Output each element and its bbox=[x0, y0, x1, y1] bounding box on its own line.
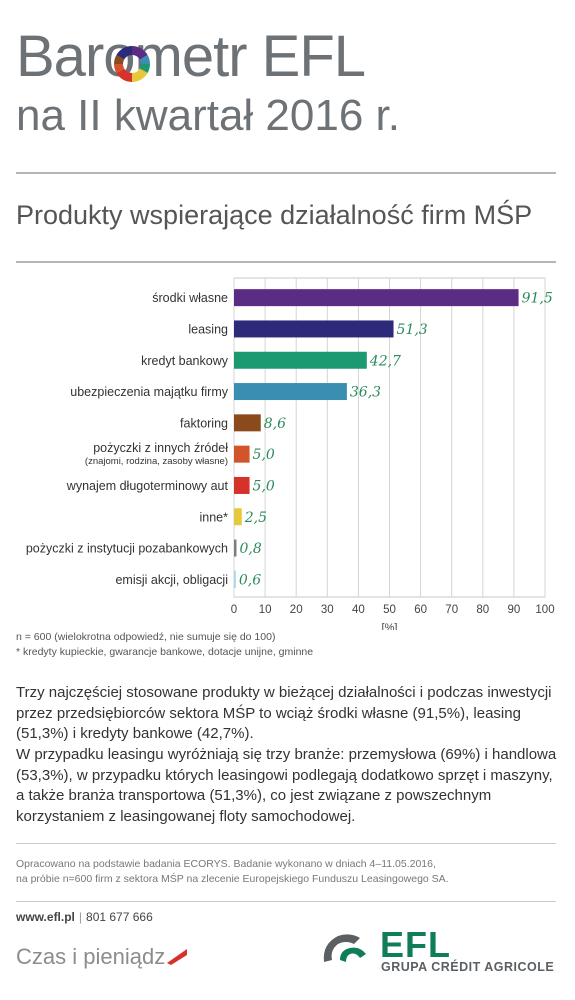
x-tick-label: 60 bbox=[414, 604, 427, 616]
x-tick-label: 20 bbox=[290, 604, 303, 616]
contact-info: www.efl.pl | 801 677 666 bbox=[16, 910, 153, 924]
category-label: kredyt bankowy bbox=[141, 354, 229, 368]
x-tick-label: 10 bbox=[259, 604, 272, 616]
bar bbox=[234, 351, 367, 369]
category-sublabel: (znajomi, rodzina, zasoby własne) bbox=[85, 456, 228, 467]
category-label: wynajem długoterminowy aut bbox=[66, 479, 229, 493]
category-label: leasing bbox=[188, 322, 228, 336]
data-label: 42,7 bbox=[369, 353, 401, 369]
category-label: środki własne bbox=[152, 291, 228, 305]
data-label: 0,8 bbox=[239, 541, 261, 557]
brand-subtitle: GRUPA CRÉDIT AGRICOLE bbox=[381, 960, 555, 974]
data-label: 5,0 bbox=[253, 478, 275, 494]
x-tick-label: 90 bbox=[508, 604, 521, 616]
credit-agricole-logo-icon bbox=[323, 934, 366, 962]
source-line1: Opracowano na podstawie badania ECORYS. … bbox=[16, 858, 436, 870]
bar bbox=[234, 289, 519, 307]
x-tick-label: 30 bbox=[321, 604, 334, 616]
x-tick-label: 80 bbox=[476, 604, 489, 616]
source-line2: na próbie n=600 firm z sektora MŚP na zl… bbox=[16, 873, 449, 885]
category-label: faktoring bbox=[180, 416, 228, 430]
website-link[interactable]: www.efl.pl bbox=[16, 910, 75, 924]
bar bbox=[234, 383, 347, 401]
x-tick-label: 70 bbox=[445, 604, 458, 616]
category-label: pożyczki z innych źródeł bbox=[93, 441, 228, 455]
category-label: emisji akcji, obligacji bbox=[115, 573, 228, 587]
divider-source bbox=[16, 843, 556, 844]
summary-paragraph-2: W przypadku leasingu wyróżniają się trzy… bbox=[16, 746, 557, 825]
data-label: 36,3 bbox=[350, 385, 381, 401]
title-line1: Barometr EFL bbox=[16, 24, 366, 89]
divider-chart bbox=[16, 261, 556, 263]
data-label: 2,5 bbox=[244, 510, 267, 526]
bar-chart: 0 10 20 30 40 50 60 70 80 90 100 [%] środki własne 91… bbox=[26, 277, 555, 630]
bar bbox=[234, 320, 394, 338]
source-note: Opracowano na podstawie badania ECORYS. … bbox=[16, 857, 449, 887]
page-title: Barometr EFL bbox=[16, 28, 366, 86]
bar bbox=[234, 570, 236, 588]
x-tick-label: 100 bbox=[535, 604, 554, 616]
data-label: 5,0 bbox=[253, 447, 275, 463]
divider-top bbox=[16, 172, 556, 174]
divider-footer bbox=[16, 901, 556, 902]
x-tick-label: 40 bbox=[352, 604, 365, 616]
bar bbox=[234, 445, 250, 463]
chart-notes: n = 600 (wielokrotna odpowiedź, nie sumu… bbox=[16, 630, 313, 660]
chart-title: Produkty wspierające działalność firm MŚ… bbox=[16, 200, 533, 230]
x-tick-label: 0 bbox=[231, 604, 237, 616]
footnote: * kredyty kupieckie, gwarancje bankowe, … bbox=[16, 646, 314, 658]
brand-logo: EFL bbox=[380, 924, 451, 965]
x-tick-label: 50 bbox=[383, 604, 396, 616]
bar bbox=[234, 414, 261, 432]
sample-note: n = 600 (wielokrotna odpowiedź, nie sumu… bbox=[16, 631, 276, 643]
category-label: ubezpieczenia majątku firmy bbox=[70, 385, 228, 399]
page-subtitle-period: na II kwartał 2016 r. bbox=[16, 91, 400, 140]
flag-mark-icon bbox=[167, 949, 187, 965]
category-label: pożyczki z instytucji pozabankowych bbox=[26, 542, 228, 556]
phone-number: 801 677 666 bbox=[86, 910, 153, 924]
data-label: 51,3 bbox=[397, 322, 428, 338]
barometer-dial-icon bbox=[113, 45, 151, 82]
data-label: 91,5 bbox=[522, 291, 553, 307]
slogan: Czas i pieniądz bbox=[16, 944, 166, 969]
x-axis-label: [%] bbox=[382, 622, 398, 630]
data-label: 8,6 bbox=[264, 416, 286, 432]
summary-paragraph-1: Trzy najczęściej stosowane produkty w bi… bbox=[16, 684, 552, 742]
bar bbox=[234, 508, 242, 526]
bar bbox=[234, 539, 237, 557]
category-label: inne* bbox=[200, 510, 229, 524]
data-label: 0,6 bbox=[239, 572, 261, 588]
bar bbox=[234, 476, 250, 494]
